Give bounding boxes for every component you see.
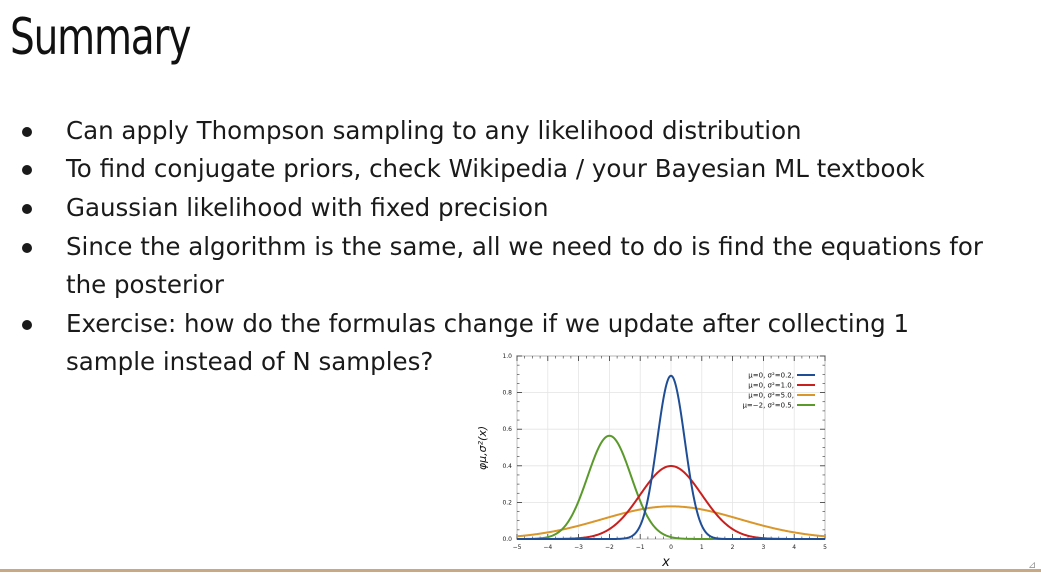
x-tick-label: 5 <box>823 544 827 551</box>
legend-label: μ=0, σ²=0.2, <box>748 372 794 380</box>
bottom-accent-rule <box>0 569 1041 572</box>
x-axis-label: x <box>661 555 670 570</box>
bullet-text: Exercise: how do the formulas change if … <box>66 309 910 338</box>
bullet-text: Can apply Thompson sampling to any likel… <box>66 116 802 145</box>
bullet-text: Since the algorithm is the same, all we … <box>66 232 983 261</box>
y-tick-label: 0.4 <box>502 463 512 470</box>
bullet-text-continuation: the posterior <box>66 270 224 299</box>
bullet-dot-icon <box>22 204 32 214</box>
x-tick-label: 3 <box>761 544 765 551</box>
x-tick-label: 0 <box>669 544 673 551</box>
x-tick-label: −1 <box>636 544 645 551</box>
bullet-dot-icon <box>22 165 32 175</box>
y-tick-label: 1.0 <box>502 353 512 360</box>
x-tick-label: 4 <box>792 544 796 551</box>
y-axis-label: φμ,σ²(x) <box>476 426 489 470</box>
bullet-dot-icon <box>22 127 32 137</box>
y-tick-label: 0.8 <box>502 390 512 397</box>
corner-mark-icon: ⊿ <box>1028 560 1037 571</box>
slide-title: Summary <box>10 8 191 66</box>
gaussian-pdf-chart: −5 −4 −3 −2 −1 0 1 2 3 4 5 0.0 0.2 0.4 0.6 0.8 1.0 μ=0, … <box>476 353 827 570</box>
bullet-text-continuation: sample instead of N samples? <box>66 347 434 376</box>
y-tick-label: 0.6 <box>502 426 512 433</box>
x-tick-label: 2 <box>731 544 735 551</box>
chart-legend: μ=0, σ²=0.2, μ=0, σ²=1.0, μ=0, σ²=5.0, μ=−2… <box>742 372 815 410</box>
series-curve <box>516 505 826 538</box>
legend-label: μ=0, σ²=5.0, <box>748 392 794 400</box>
curves <box>516 374 826 540</box>
series-curve <box>516 374 826 540</box>
legend-label: μ=−2, σ²=0.5, <box>742 402 794 410</box>
bullet-text: To find conjugate priors, check Wikipedi… <box>66 154 925 183</box>
x-tick-label: −4 <box>543 544 552 551</box>
x-tick-label: −3 <box>574 544 583 551</box>
legend-label: μ=0, σ²=1.0, <box>748 382 794 390</box>
x-tick-label: −5 <box>513 544 522 551</box>
bullet-text: Gaussian likelihood with fixed precision <box>66 193 549 222</box>
y-tick-label: 0.0 <box>502 536 512 543</box>
bullet-dot-icon <box>22 320 32 330</box>
y-tick-label: 0.2 <box>502 499 512 506</box>
x-tick-label: −2 <box>605 544 614 551</box>
x-tick-label: 1 <box>700 544 704 551</box>
bullet-dot-icon <box>22 243 32 253</box>
